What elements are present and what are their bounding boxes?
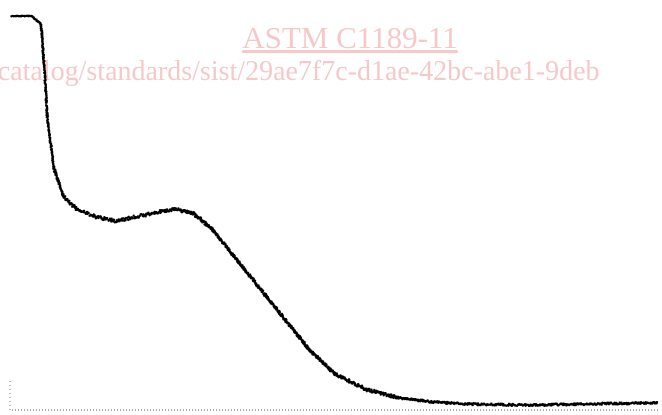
curve-point-204 [46, 106, 49, 109]
curve-point-192 [44, 99, 48, 102]
curve-point-678 [204, 220, 207, 224]
curve-point-719 [216, 233, 219, 236]
curve-point-734 [220, 239, 223, 242]
curve-point-1213 [370, 388, 373, 391]
watermark-url: /catalog/standards/sist/29ae7f7c-d1ae-42… [0, 56, 600, 87]
curve-point-220 [45, 116, 48, 119]
curve-point-1542 [560, 402, 563, 405]
curve-point-1328 [430, 399, 433, 403]
curve-point-232 [47, 122, 50, 126]
curve-point-611 [174, 207, 178, 210]
curve-point-180 [45, 92, 48, 95]
curve-point-376 [64, 195, 67, 198]
curve-point-466 [99, 215, 102, 218]
curve-point-200 [45, 104, 49, 108]
curve-point-265 [49, 140, 52, 144]
curve-point-196 [44, 101, 48, 104]
curve-point-1397 [471, 403, 474, 406]
curve-point-145 [43, 71, 47, 75]
curve-point-980 [289, 323, 292, 326]
curve-point-237 [46, 125, 50, 128]
curve-point-166 [44, 84, 47, 87]
curve-point-1623 [610, 401, 613, 405]
curve-point-529 [132, 214, 135, 217]
curve-point-1645 [623, 402, 626, 406]
curve-point-1258 [392, 396, 395, 400]
curve-point-807 [241, 264, 244, 267]
curve-point-159 [43, 79, 47, 83]
curve-point-676 [202, 220, 206, 223]
curve-point-830 [246, 271, 250, 275]
curve-point-274 [49, 146, 52, 149]
curve-point-802 [239, 262, 242, 266]
curve-point-882 [261, 290, 264, 293]
curve-point-860 [255, 283, 258, 286]
curve-point-944 [278, 311, 282, 314]
curve-point-346 [58, 181, 61, 185]
curve-point-1243 [384, 392, 387, 395]
curve-point-508 [120, 219, 124, 222]
curve-point-966 [285, 318, 288, 322]
curve-points [10, 14, 659, 408]
curve-point-1090 [322, 360, 325, 363]
curve-point-284 [51, 150, 54, 154]
curve-point-823 [244, 269, 248, 273]
curve-point-410 [75, 205, 78, 209]
curve-point-492 [112, 218, 115, 221]
curve-point-1467 [514, 404, 517, 407]
curve-point-319 [53, 169, 56, 172]
curve-point-549 [142, 215, 145, 218]
curve-point-140 [43, 68, 46, 72]
curve-point-1609 [601, 401, 604, 405]
curve-point-463 [97, 216, 100, 220]
curve-point-1389 [466, 403, 469, 406]
curve-point-431 [82, 209, 86, 212]
curve-point-1636 [618, 402, 621, 406]
curve-point-375 [62, 196, 65, 199]
curve-point-1181 [355, 385, 359, 388]
curve-point-289 [51, 153, 54, 156]
curve-point-328 [55, 173, 58, 177]
curve-point-762 [228, 248, 231, 251]
curve-point-479 [106, 216, 109, 220]
watermark-title: ASTM C1189-11 [242, 20, 458, 55]
curve-point-1619 [607, 403, 611, 406]
curve-point-224 [46, 118, 49, 122]
curve-point-486 [110, 217, 113, 220]
curve-point-441 [87, 211, 90, 214]
curve-point-421 [78, 208, 81, 212]
curve-point-458 [94, 217, 98, 220]
curve-point-691 [207, 224, 211, 227]
plot-axes [9, 380, 658, 411]
curve-point-932 [275, 307, 279, 310]
curve-point-1075 [316, 355, 320, 358]
curve-point-514 [124, 219, 127, 222]
curve-point-665 [199, 216, 203, 220]
curve-point-363 [61, 190, 64, 194]
curve-point-852 [253, 279, 257, 282]
curve-point-269 [49, 142, 53, 146]
curve-point-1209 [368, 387, 371, 391]
curve-point-402 [71, 203, 74, 206]
curve-point-528 [131, 216, 135, 220]
curve-point-1191 [360, 384, 364, 387]
curve-point-1697 [655, 400, 659, 404]
curve-point-253 [48, 134, 51, 137]
curve-point-1196 [362, 386, 365, 389]
curve-point-177 [45, 90, 48, 93]
curve-point-781 [233, 254, 236, 258]
curve-point-391 [68, 199, 71, 203]
curve-point-171 [44, 87, 47, 90]
